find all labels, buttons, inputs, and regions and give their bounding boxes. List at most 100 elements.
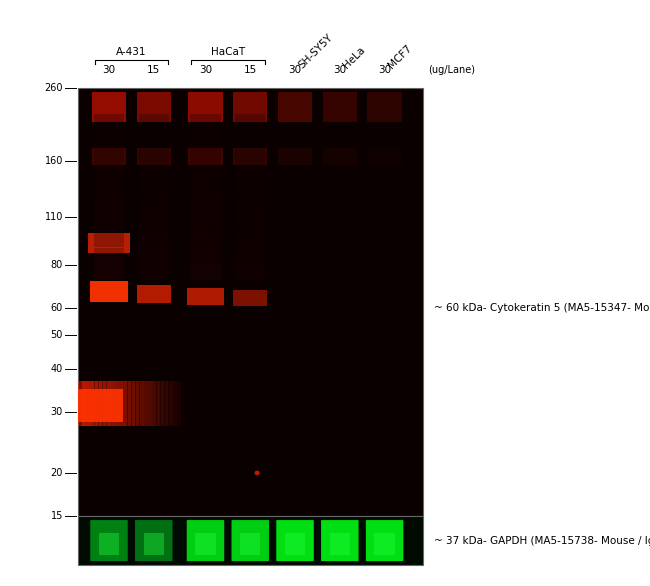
Bar xyxy=(86,381,94,426)
Bar xyxy=(94,214,124,230)
Text: 260: 260 xyxy=(45,83,63,93)
Text: HeLa: HeLa xyxy=(342,45,367,70)
Bar xyxy=(138,181,169,197)
Bar xyxy=(235,264,265,280)
Bar xyxy=(94,114,124,131)
Bar xyxy=(235,131,265,147)
Bar xyxy=(152,381,160,426)
Bar xyxy=(235,148,265,164)
Text: 110: 110 xyxy=(45,212,63,222)
FancyBboxPatch shape xyxy=(135,520,172,561)
Text: 20: 20 xyxy=(51,468,63,478)
Text: (ug/Lane): (ug/Lane) xyxy=(428,65,474,75)
Bar xyxy=(82,381,90,426)
Bar xyxy=(107,381,114,426)
Text: HaCaT: HaCaT xyxy=(211,47,245,57)
Bar xyxy=(90,281,128,302)
Text: 160: 160 xyxy=(45,156,63,166)
Bar xyxy=(157,381,164,426)
Bar xyxy=(136,381,144,426)
Bar xyxy=(278,148,312,165)
FancyBboxPatch shape xyxy=(276,520,314,561)
Bar xyxy=(188,148,223,165)
FancyBboxPatch shape xyxy=(366,520,404,561)
Bar xyxy=(235,231,265,247)
Text: 40: 40 xyxy=(51,363,63,374)
Bar xyxy=(285,533,305,554)
FancyBboxPatch shape xyxy=(231,520,269,561)
Bar xyxy=(169,381,177,426)
Bar xyxy=(190,264,220,280)
Bar xyxy=(94,264,124,280)
Bar xyxy=(196,533,216,554)
Bar xyxy=(173,381,181,426)
Text: 15: 15 xyxy=(147,65,161,75)
Bar xyxy=(367,148,402,165)
FancyBboxPatch shape xyxy=(90,520,128,561)
Bar xyxy=(165,381,172,426)
Bar xyxy=(99,381,107,426)
Bar xyxy=(144,381,152,426)
Text: SH-SY5Y: SH-SY5Y xyxy=(297,32,335,70)
Bar xyxy=(161,381,168,426)
Text: 15: 15 xyxy=(244,65,257,75)
Bar xyxy=(138,264,169,280)
Bar xyxy=(190,164,220,180)
Bar xyxy=(136,148,171,165)
Bar xyxy=(322,148,357,165)
Bar xyxy=(190,114,220,131)
Bar xyxy=(94,181,124,197)
Bar xyxy=(111,381,119,426)
Text: 15: 15 xyxy=(51,510,63,521)
Bar xyxy=(144,533,164,554)
Bar xyxy=(138,131,169,147)
Bar xyxy=(138,148,169,164)
Bar xyxy=(233,92,267,122)
Bar xyxy=(136,285,171,302)
FancyBboxPatch shape xyxy=(187,520,224,561)
Bar xyxy=(138,231,169,247)
Text: 30: 30 xyxy=(103,65,116,75)
Bar xyxy=(78,381,86,426)
Text: 30: 30 xyxy=(289,65,302,75)
Bar xyxy=(367,92,402,122)
Bar xyxy=(94,148,124,164)
Bar xyxy=(177,381,185,426)
Bar xyxy=(235,197,265,214)
Bar xyxy=(330,533,350,554)
Bar xyxy=(88,233,130,253)
Text: ~ 60 kDa- Cytokeratin 5 (MA5-15347- Mouse / IgG)- 546nm: ~ 60 kDa- Cytokeratin 5 (MA5-15347- Mous… xyxy=(434,303,650,313)
Bar xyxy=(233,148,267,165)
Bar xyxy=(94,247,124,264)
Bar xyxy=(187,288,224,305)
Bar xyxy=(120,381,127,426)
Bar xyxy=(235,214,265,230)
Bar xyxy=(190,197,220,214)
Text: 80: 80 xyxy=(51,260,63,270)
Bar xyxy=(78,390,123,421)
Text: ~ 37 kDa- GAPDH (MA5-15738- Mouse / IgG): ~ 37 kDa- GAPDH (MA5-15738- Mouse / IgG) xyxy=(434,536,650,546)
Bar xyxy=(190,181,220,197)
Text: 30: 30 xyxy=(199,65,212,75)
Bar xyxy=(78,88,422,516)
Bar xyxy=(190,247,220,264)
Bar xyxy=(374,533,395,554)
Text: 30: 30 xyxy=(333,65,346,75)
Text: 60: 60 xyxy=(51,303,63,313)
Bar xyxy=(278,92,312,122)
Bar xyxy=(94,164,124,180)
Bar xyxy=(190,131,220,147)
Bar xyxy=(124,381,131,426)
Bar xyxy=(190,231,220,247)
Circle shape xyxy=(255,471,260,475)
Bar xyxy=(127,381,135,426)
Bar xyxy=(92,92,126,122)
Bar xyxy=(138,214,169,230)
Bar xyxy=(92,148,126,165)
Bar xyxy=(136,92,171,122)
Bar xyxy=(115,381,123,426)
Text: 30: 30 xyxy=(51,407,63,417)
Bar xyxy=(148,381,156,426)
Text: MCF7: MCF7 xyxy=(387,43,414,70)
Bar xyxy=(240,533,261,554)
